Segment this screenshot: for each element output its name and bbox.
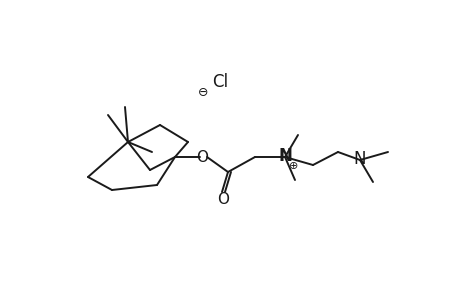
Text: ⊕: ⊕ (289, 161, 298, 171)
Text: Cl: Cl (212, 73, 228, 91)
Text: ⊖: ⊖ (197, 85, 208, 98)
Text: N: N (353, 150, 365, 168)
Text: O: O (196, 149, 207, 164)
Text: O: O (217, 193, 229, 208)
Text: N: N (277, 147, 291, 165)
